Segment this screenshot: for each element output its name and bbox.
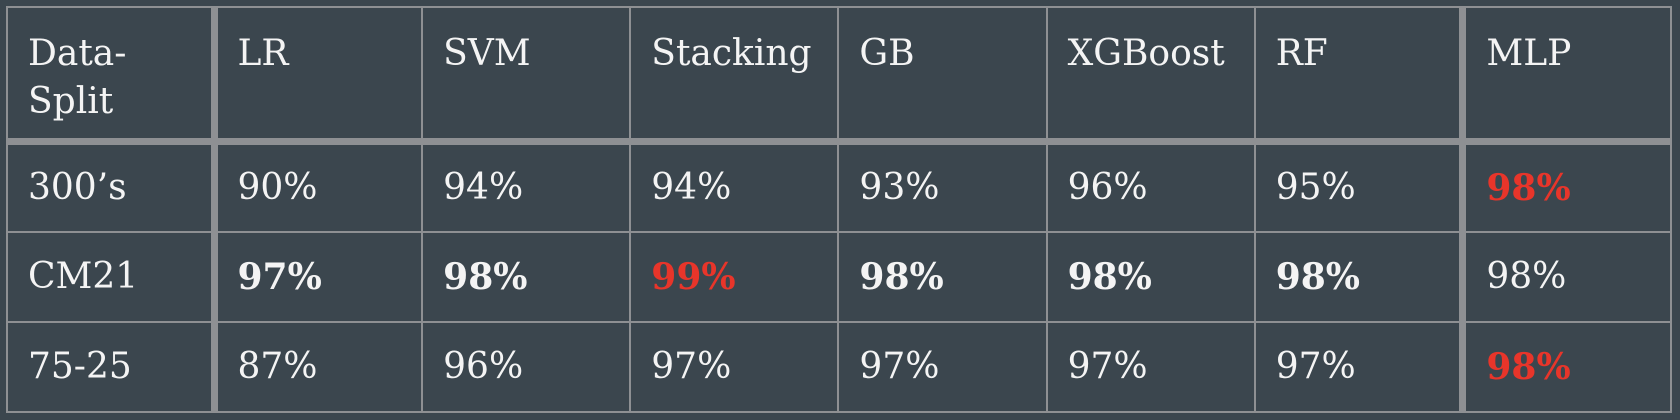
table-cell: 99% [629, 230, 840, 323]
table-cell: 98% [1461, 320, 1673, 414]
row-label: 300’s [6, 140, 218, 233]
table-cell: 96% [1045, 140, 1256, 233]
table-cell: 94% [421, 140, 632, 233]
header-mlp: MLP [1461, 6, 1673, 146]
table-cell: 97% [1253, 320, 1467, 414]
table-row: 300’s 90% 94% 94% 93% 96% 95% 98% [6, 140, 1673, 233]
table-cell: 98% [1253, 230, 1467, 323]
table-cell: 95% [1253, 140, 1467, 233]
header-rf: RF [1253, 6, 1467, 146]
table-header-row: Data-Split LR SVM Stacking GB XGBoost RF… [6, 6, 1673, 146]
table-cell: 98% [1461, 230, 1673, 323]
results-table-container: Data-Split LR SVM Stacking GB XGBoost RF… [6, 6, 1673, 414]
table-cell: 90% [212, 140, 424, 233]
header-xgboost: XGBoost [1045, 6, 1256, 146]
accuracy-table: Data-Split LR SVM Stacking GB XGBoost RF… [6, 6, 1673, 414]
row-label: CM21 [6, 230, 218, 323]
header-stacking: Stacking [629, 6, 840, 146]
row-label: 75-25 [6, 320, 218, 414]
table-row: CM21 97% 98% 99% 98% 98% 98% 98% [6, 230, 1673, 323]
table-cell: 98% [1461, 140, 1673, 233]
table-cell: 93% [837, 140, 1048, 233]
table-cell: 98% [1045, 230, 1256, 323]
table-cell: 97% [1045, 320, 1256, 414]
table-cell: 96% [421, 320, 632, 414]
table-cell: 94% [629, 140, 840, 233]
table-cell: 97% [837, 320, 1048, 414]
table-cell: 98% [837, 230, 1048, 323]
table-cell: 87% [212, 320, 424, 414]
table-cell: 97% [629, 320, 840, 414]
header-gb: GB [837, 6, 1048, 146]
header-lr: LR [212, 6, 424, 146]
header-data-split: Data-Split [6, 6, 218, 146]
header-svm: SVM [421, 6, 632, 146]
table-row: 75-25 87% 96% 97% 97% 97% 97% 98% [6, 320, 1673, 414]
table-cell: 98% [421, 230, 632, 323]
table-cell: 97% [212, 230, 424, 323]
